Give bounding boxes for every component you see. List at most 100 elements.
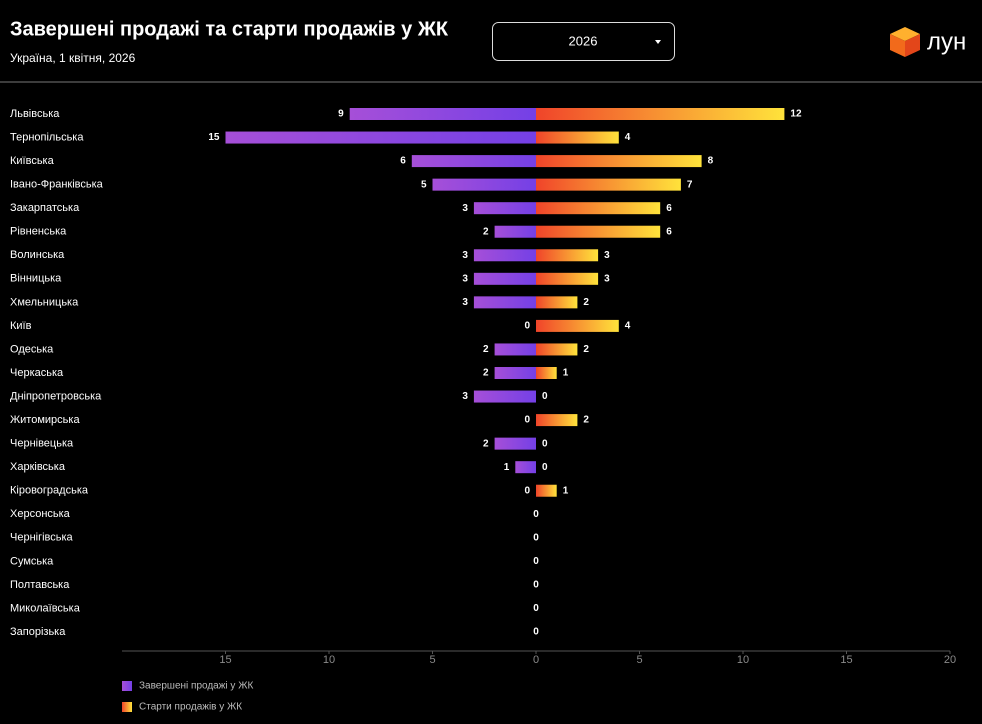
bar <box>494 437 536 450</box>
value-label: 8 <box>708 156 714 167</box>
value-label: 1 <box>563 368 569 379</box>
x-tick-label: 5 <box>636 654 642 666</box>
value-label: 9 <box>338 109 344 120</box>
bar <box>494 225 536 238</box>
category-label: Київська <box>10 155 55 167</box>
bar <box>515 461 536 474</box>
value-label: 3 <box>604 250 610 261</box>
category-label: Вінницька <box>10 273 62 285</box>
bar <box>536 414 578 427</box>
category-label: Херсонська <box>10 508 71 520</box>
category-label: Кіровоградська <box>10 485 89 497</box>
category-label: Полтавська <box>10 579 70 591</box>
category-label: Миколаївська <box>10 602 81 614</box>
legend-swatch <box>122 702 132 712</box>
x-tick-label: 0 <box>533 654 539 666</box>
value-label: 0 <box>533 556 539 567</box>
year-dropdown[interactable] <box>492 22 675 61</box>
bar <box>536 484 557 497</box>
bar <box>536 108 785 120</box>
category-label: Хмельницька <box>10 296 79 308</box>
bar <box>473 272 536 285</box>
value-label: 2 <box>483 438 489 449</box>
chart-title: Завершені продажі та старти продажів у Ж… <box>10 18 449 40</box>
category-label: Харківська <box>10 461 66 473</box>
category-label: Київ <box>10 320 32 332</box>
x-tick-label: 15 <box>219 654 231 666</box>
legend-label: Старти продажів у ЖК <box>139 702 242 713</box>
bar <box>536 131 619 144</box>
category-label: Львівська <box>10 108 60 120</box>
value-label: 1 <box>504 462 510 473</box>
value-label: 2 <box>483 226 489 237</box>
category-label: Сумська <box>10 555 54 567</box>
x-tick-label: 10 <box>737 654 749 666</box>
x-tick-label: 5 <box>429 654 435 666</box>
category-label: Дніпропетровська <box>10 390 102 402</box>
value-label: 2 <box>583 297 589 308</box>
value-label: 3 <box>462 203 468 214</box>
value-label: 0 <box>524 321 530 332</box>
value-label: 6 <box>666 226 672 237</box>
value-label: 0 <box>542 438 548 449</box>
value-label: 3 <box>462 250 468 261</box>
dropdown-value: 2026 <box>569 33 598 48</box>
bar <box>473 296 536 309</box>
value-label: 0 <box>542 462 548 473</box>
bar <box>225 131 536 144</box>
value-label: 15 <box>208 132 220 143</box>
value-label: 0 <box>524 485 530 496</box>
value-label: 5 <box>421 179 427 190</box>
category-label: Івано-Франківська <box>10 179 104 191</box>
value-label: 4 <box>625 321 631 332</box>
logo-icon <box>890 27 920 57</box>
value-label: 4 <box>625 132 631 143</box>
x-tick-label: 10 <box>323 654 335 666</box>
value-label: 3 <box>462 273 468 284</box>
value-label: 2 <box>483 368 489 379</box>
bar <box>473 202 536 215</box>
x-tick-label: 15 <box>840 654 852 666</box>
category-label: Волинська <box>10 249 65 261</box>
value-label: 2 <box>483 344 489 355</box>
value-label: 6 <box>666 203 672 214</box>
chart-subtitle: Україна, 1 квітня, 2026 <box>10 51 136 65</box>
value-label: 0 <box>542 391 548 402</box>
bar <box>536 225 661 238</box>
category-label: Житомирська <box>10 414 80 426</box>
bar <box>536 296 578 309</box>
bar <box>473 390 536 403</box>
value-label: 0 <box>533 580 539 591</box>
bar <box>536 367 557 379</box>
value-label: 3 <box>462 297 468 308</box>
category-label: Чернігівська <box>10 532 74 544</box>
value-label: 12 <box>790 109 802 120</box>
bar <box>536 319 619 332</box>
value-label: 7 <box>687 179 693 190</box>
dropdown-arrow <box>655 40 661 44</box>
value-label: 0 <box>533 603 539 614</box>
bar <box>411 155 536 168</box>
legend-swatch <box>122 681 132 691</box>
bar <box>536 272 599 285</box>
value-label: 0 <box>533 627 539 638</box>
value-label: 0 <box>524 415 530 426</box>
bar <box>536 343 578 356</box>
category-label: Черкаська <box>10 367 64 379</box>
value-label: 0 <box>533 532 539 543</box>
value-label: 3 <box>604 273 610 284</box>
value-label: 6 <box>400 156 406 167</box>
category-label: Рівненська <box>10 226 67 238</box>
category-label: Одеська <box>10 343 54 355</box>
bar <box>536 202 661 215</box>
value-label: 0 <box>533 509 539 520</box>
bar <box>349 108 536 120</box>
bar <box>494 343 536 356</box>
value-label: 1 <box>563 485 569 496</box>
legend-label: Завершені продажі у ЖК <box>139 681 253 692</box>
bar <box>432 178 536 191</box>
bar <box>536 249 599 262</box>
